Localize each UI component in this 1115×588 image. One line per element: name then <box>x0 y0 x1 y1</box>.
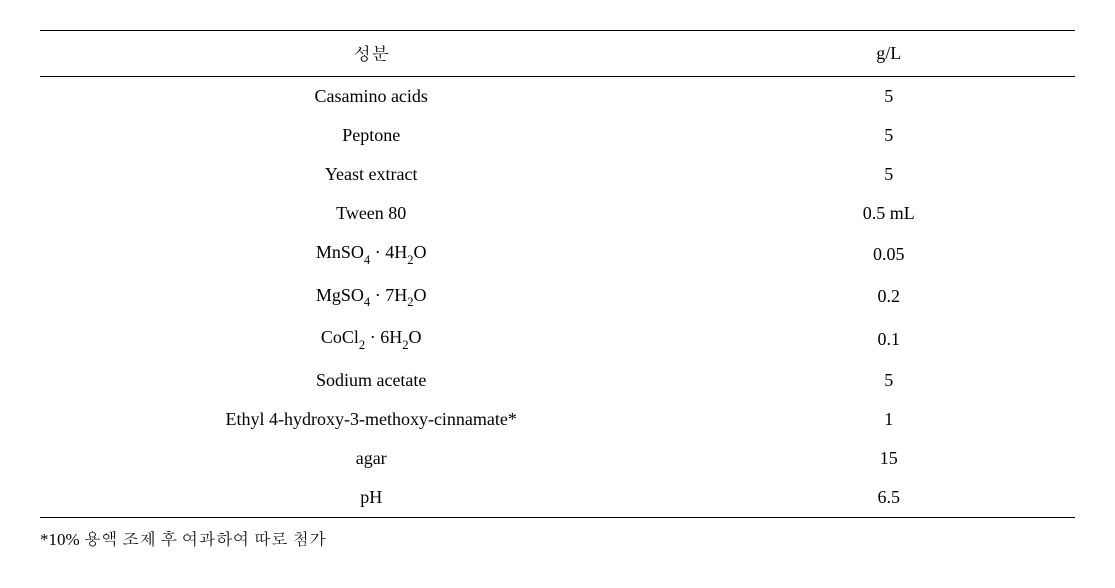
cell-component: Tween 80 <box>40 194 702 233</box>
table-header-row: 성분 g/L <box>40 31 1075 77</box>
table-row: pH 6.5 <box>40 478 1075 518</box>
composition-table: 성분 g/L Casamino acids 5 Peptone 5 Yeast … <box>40 30 1075 518</box>
composition-table-wrapper: 성분 g/L Casamino acids 5 Peptone 5 Yeast … <box>40 30 1075 550</box>
cell-value: 6.5 <box>702 478 1075 518</box>
table-footnote: *10% 용액 조제 후 여과하여 따로 첨가 <box>40 526 1075 550</box>
table-row: MgSO4 · 7H2O 0.2 <box>40 276 1075 319</box>
cell-component: agar <box>40 439 702 478</box>
cell-value: 5 <box>702 361 1075 400</box>
table-row: MnSO4 · 4H2O 0.05 <box>40 233 1075 276</box>
cell-component: Ethyl 4-hydroxy-3-methoxy-cinnamate* <box>40 400 702 439</box>
cell-component: Yeast extract <box>40 155 702 194</box>
table-row: Tween 80 0.5 mL <box>40 194 1075 233</box>
cell-value: 0.5 mL <box>702 194 1075 233</box>
cell-value: 0.2 <box>702 276 1075 319</box>
cell-value: 5 <box>702 116 1075 155</box>
column-header-value: g/L <box>702 31 1075 77</box>
cell-component: CoCl2 · 6H2O <box>40 318 702 361</box>
cell-value: 5 <box>702 155 1075 194</box>
table-row: CoCl2 · 6H2O 0.1 <box>40 318 1075 361</box>
column-header-component: 성분 <box>40 31 702 77</box>
cell-value: 15 <box>702 439 1075 478</box>
table-row: agar 15 <box>40 439 1075 478</box>
cell-component: Peptone <box>40 116 702 155</box>
table-row: Yeast extract 5 <box>40 155 1075 194</box>
cell-component: MgSO4 · 7H2O <box>40 276 702 319</box>
table-row: Sodium acetate 5 <box>40 361 1075 400</box>
cell-value: 0.1 <box>702 318 1075 361</box>
table-row: Ethyl 4-hydroxy-3-methoxy-cinnamate* 1 <box>40 400 1075 439</box>
cell-component: Casamino acids <box>40 77 702 117</box>
cell-component: MnSO4 · 4H2O <box>40 233 702 276</box>
cell-component: pH <box>40 478 702 518</box>
cell-component: Sodium acetate <box>40 361 702 400</box>
table-row: Casamino acids 5 <box>40 77 1075 117</box>
cell-value: 0.05 <box>702 233 1075 276</box>
cell-value: 1 <box>702 400 1075 439</box>
table-row: Peptone 5 <box>40 116 1075 155</box>
cell-value: 5 <box>702 77 1075 117</box>
